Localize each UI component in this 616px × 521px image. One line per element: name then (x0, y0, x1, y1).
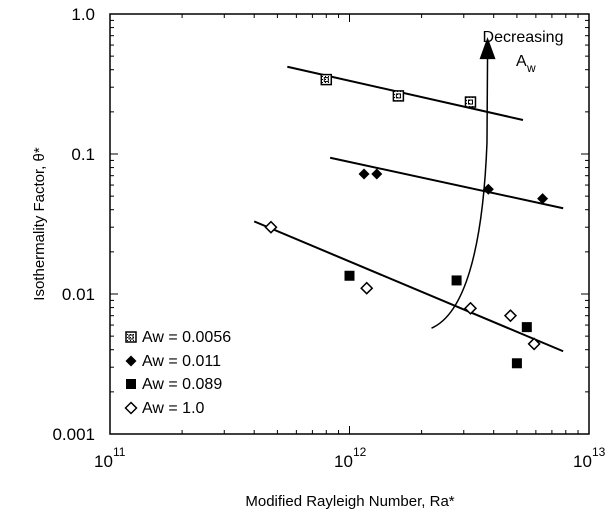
marker-diamond-open (527, 337, 541, 351)
y-tick-label: 0.001 (52, 425, 95, 444)
marker-square-dotted (392, 90, 405, 102)
y-tick-label: 0.1 (71, 145, 95, 164)
marker-square-dotted (464, 96, 477, 108)
annotation-arrow (431, 37, 496, 329)
marker-diamond-open (264, 220, 278, 234)
x-tick-exponent: 13 (592, 445, 606, 459)
legend-marker-diamond-open (124, 401, 138, 415)
legend-marker-square-filled (126, 379, 136, 389)
marker-square-outline (320, 73, 333, 86)
y-axis-label: Isothermality Factor, θ* (31, 147, 48, 301)
axis-ticks (109, 14, 589, 435)
y-tick-label: 1.0 (71, 5, 95, 24)
x-tick-label: 10 (573, 452, 592, 471)
legend-marker-diamond-filled (125, 355, 137, 367)
marker-square-filled (521, 322, 532, 333)
marker-diamond-filled (358, 168, 370, 180)
marker-square-outline (125, 331, 137, 343)
fit-lines (253, 65, 564, 353)
legend-label: Aw = 0.089 (142, 376, 222, 393)
x-tick-label: 10 (334, 452, 353, 471)
marker-diamond-open (463, 301, 478, 315)
marker-diamond-filled (125, 355, 137, 367)
marker-diamond-open (503, 309, 518, 323)
y-tick-label: 0.01 (62, 285, 95, 304)
marker-diamond-filled (537, 193, 549, 205)
legend-item: Aw = 0.089 (126, 376, 222, 393)
annotation-subscript: w (526, 61, 536, 75)
marker-square-filled (126, 379, 136, 389)
plot-frame (109, 13, 590, 435)
marker-square-filled (511, 358, 522, 369)
legend-label: Aw = 1.0 (142, 400, 205, 417)
marker-square-filled (451, 275, 462, 286)
data-markers (264, 73, 549, 369)
legend-item: Aw = 0.011 (125, 353, 221, 370)
x-tick-label: 10 (94, 452, 113, 471)
arrow-head (479, 37, 496, 60)
marker-square-inner (395, 93, 401, 99)
annotation-line1: Decreasing (483, 29, 564, 46)
legend-label: Aw = 0.0056 (142, 329, 231, 346)
legend: Aw = 0.0056 Aw = 0.011 Aw = 0.089 Aw = 1… (124, 329, 231, 417)
marker-diamond-filled (371, 168, 383, 180)
arrow-shaft (431, 57, 489, 329)
marker-square-dotted (125, 331, 137, 343)
marker-square-outline (464, 96, 477, 108)
marker-square-filled (344, 270, 355, 281)
fit-line (253, 220, 564, 353)
y-tick-labels: 1.0 0.1 0.01 0.001 (52, 5, 95, 444)
marker-square-inner (467, 99, 473, 105)
annotation-label: Decreasing A w (483, 29, 564, 75)
legend-label: Aw = 0.011 (142, 353, 221, 370)
marker-square-inner (128, 334, 134, 340)
legend-item: Aw = 0.0056 (125, 329, 231, 346)
marker-square-outline (392, 90, 405, 102)
marker-diamond-filled (482, 183, 494, 195)
fit-line (329, 156, 564, 210)
x-axis-label: Modified Rayleigh Number, Ra* (245, 493, 454, 510)
x-tick-labels: 10 11 10 12 10 13 (94, 445, 606, 471)
marker-square-inner (323, 77, 329, 83)
legend-item: Aw = 1.0 (124, 400, 205, 417)
x-tick-exponent: 12 (353, 445, 367, 459)
annotation-line2: A (516, 53, 527, 70)
x-tick-exponent: 11 (113, 445, 126, 459)
legend-marker-square-dotted (125, 331, 137, 343)
marker-square-dotted (320, 73, 333, 86)
marker-diamond-open (360, 281, 374, 295)
marker-diamond-open (124, 401, 138, 415)
